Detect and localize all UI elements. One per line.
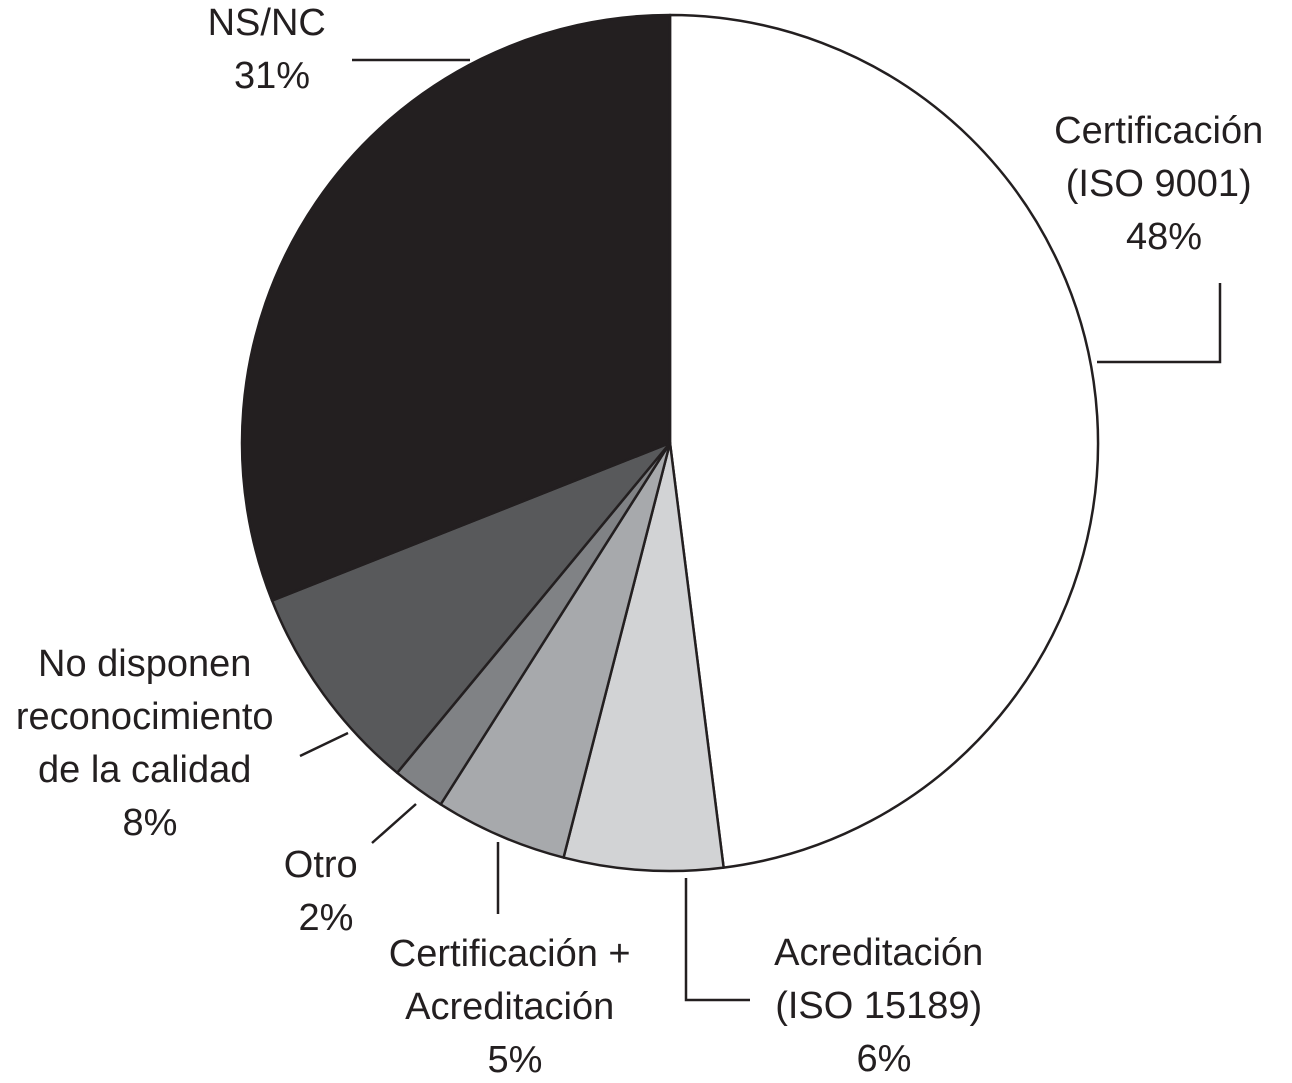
label-certificacion: Certificación (ISO 9001) 48% [1054, 110, 1274, 258]
pie-slice-5 [240, 13, 672, 602]
pie-slice-4 [270, 441, 672, 775]
leader-line-otro [371, 803, 417, 844]
label-no-disponen: No disponen reconocimiento de la calidad… [16, 643, 284, 844]
label-certificacion-acreditacion-percent: 5% [488, 1039, 543, 1081]
pie-slices [240, 13, 1100, 873]
label-certificacion-acreditacion-line-2: Acreditación [405, 986, 614, 1028]
leader-line-no-disponen [299, 731, 349, 758]
label-acreditacion-line-1: Acreditación [774, 932, 983, 974]
leader-line-certificacion [1097, 283, 1222, 364]
label-otro: Otro 2% [284, 844, 368, 939]
pie-slice-1 [562, 441, 725, 873]
label-nsnc-percent: 31% [234, 55, 310, 97]
label-nsnc-line-1: NS/NC [208, 2, 326, 44]
label-certificacion-percent: 48% [1126, 216, 1202, 258]
label-no-disponen-line-3: de la calidad [38, 749, 251, 791]
label-no-disponen-line-1: No disponen [38, 643, 251, 685]
label-no-disponen-line-2: reconocimiento [16, 696, 274, 738]
label-no-disponen-percent: 8% [123, 802, 178, 844]
label-acreditacion-percent: 6% [857, 1038, 912, 1080]
label-certificacion-acreditacion-line-1: Certificación + [389, 933, 631, 975]
label-acreditacion: Acreditación (ISO 15189) 6% [774, 932, 994, 1080]
label-certificacion-line-2: (ISO 9001) [1066, 163, 1252, 205]
label-otro-percent: 2% [299, 897, 354, 939]
label-certificacion-acreditacion: Certificación + Acreditación 5% [389, 933, 641, 1081]
label-certificacion-line-1: Certificación [1054, 110, 1263, 152]
label-acreditacion-line-2: (ISO 15189) [775, 985, 982, 1027]
pie-slice-0 [668, 13, 1100, 869]
label-otro-line-1: Otro [284, 844, 358, 886]
label-nsnc: NS/NC 31% [208, 2, 337, 97]
leader-line-acreditacion [684, 878, 750, 1002]
